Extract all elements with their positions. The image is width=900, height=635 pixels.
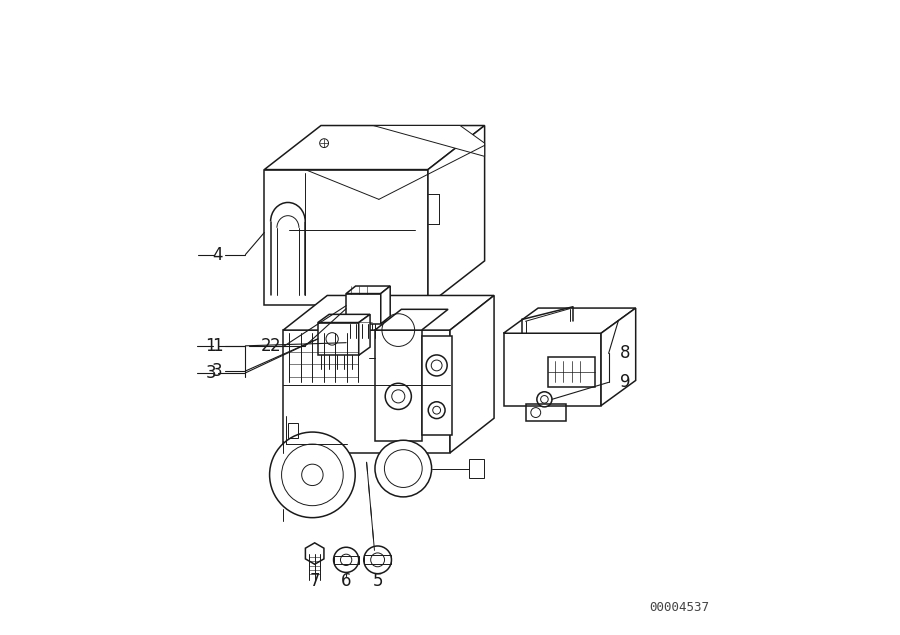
- Polygon shape: [265, 126, 484, 170]
- Polygon shape: [359, 314, 370, 355]
- Circle shape: [375, 440, 432, 497]
- Circle shape: [385, 384, 411, 410]
- Circle shape: [364, 546, 392, 573]
- Polygon shape: [421, 336, 452, 435]
- Text: 1: 1: [212, 337, 222, 355]
- Text: 3: 3: [205, 364, 216, 382]
- Polygon shape: [428, 126, 484, 305]
- Polygon shape: [503, 333, 601, 406]
- Circle shape: [428, 402, 446, 418]
- Polygon shape: [503, 308, 635, 333]
- Circle shape: [537, 392, 552, 407]
- Polygon shape: [450, 295, 494, 453]
- Bar: [288, 424, 298, 438]
- Text: 9: 9: [620, 373, 630, 391]
- Text: 2: 2: [270, 337, 280, 355]
- Bar: [547, 356, 595, 387]
- Text: 5: 5: [373, 572, 382, 590]
- Circle shape: [426, 355, 447, 376]
- Text: 2: 2: [261, 337, 272, 355]
- Polygon shape: [375, 309, 448, 330]
- Circle shape: [334, 547, 359, 572]
- Polygon shape: [318, 314, 370, 323]
- Polygon shape: [374, 126, 484, 156]
- Text: 8: 8: [620, 344, 630, 363]
- Polygon shape: [601, 308, 635, 406]
- Polygon shape: [284, 295, 494, 330]
- Bar: [526, 404, 566, 422]
- Bar: [346, 314, 372, 330]
- Bar: [470, 459, 484, 478]
- Polygon shape: [381, 286, 391, 324]
- Bar: [334, 556, 359, 564]
- Polygon shape: [346, 293, 381, 324]
- Text: 7: 7: [310, 572, 320, 590]
- Circle shape: [270, 432, 356, 518]
- Text: 00004537: 00004537: [650, 601, 710, 613]
- Bar: [375, 330, 421, 441]
- Text: 4: 4: [212, 246, 222, 264]
- Text: 1: 1: [205, 337, 216, 355]
- Polygon shape: [305, 543, 324, 565]
- Text: 6: 6: [341, 572, 351, 590]
- Bar: [364, 556, 392, 565]
- Polygon shape: [265, 170, 428, 305]
- Text: 3: 3: [212, 362, 222, 380]
- Polygon shape: [284, 330, 450, 453]
- Polygon shape: [318, 323, 359, 355]
- Polygon shape: [346, 286, 391, 293]
